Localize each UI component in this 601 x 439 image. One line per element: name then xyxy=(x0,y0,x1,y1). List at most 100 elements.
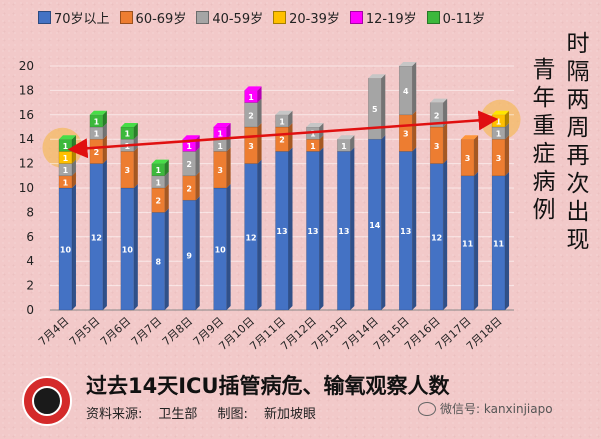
bar-side xyxy=(257,159,262,310)
bar-top xyxy=(430,98,448,103)
bar-value-label: 11 xyxy=(462,239,474,248)
bar-side xyxy=(505,110,510,127)
bar-value-label: 1 xyxy=(217,130,223,139)
bar-side xyxy=(133,147,138,188)
bar-segment xyxy=(89,163,104,311)
bar-side xyxy=(288,147,293,310)
bar-side xyxy=(412,62,417,115)
bar-value-label: 1 xyxy=(94,117,100,126)
legend-label: 0-11岁 xyxy=(442,12,486,27)
bar-side xyxy=(164,171,169,188)
bar-side xyxy=(71,184,76,310)
y-tick-label: 12 xyxy=(19,157,34,171)
maker-label: 制图: xyxy=(217,407,248,422)
y-tick-label: 0 xyxy=(26,303,34,317)
bar-value-label: 1 xyxy=(125,130,131,139)
side-annotation-two-weeks: 时隔两周再次出现 xyxy=(566,31,590,253)
maker-value: 新加坡眼 xyxy=(263,407,316,422)
x-tick-label: 7月5日 xyxy=(67,315,102,349)
bar-side xyxy=(443,159,448,310)
bar-value-label: 13 xyxy=(338,227,349,236)
legend-item: 70岁以上 xyxy=(38,8,110,27)
legend-label: 60-69岁 xyxy=(135,12,187,27)
bar-value-label: 4 xyxy=(403,87,409,96)
bar-segment xyxy=(460,175,475,311)
annotation-arrow xyxy=(67,110,499,159)
bar-value-label: 1 xyxy=(496,130,502,139)
bar-value-label: 10 xyxy=(122,246,134,255)
bar-side xyxy=(164,208,169,310)
bar-side xyxy=(257,86,262,103)
bar-side xyxy=(350,147,355,310)
bar-value-label: 13 xyxy=(276,227,287,236)
bar-value-label: 1 xyxy=(186,142,192,151)
bar-value-label: 3 xyxy=(125,166,131,175)
bar-value-label: 1 xyxy=(63,154,69,163)
bar-value-label: 2 xyxy=(434,111,440,120)
legend-swatch xyxy=(349,11,363,24)
bar-value-label: 14 xyxy=(369,221,381,230)
y-tick-label: 16 xyxy=(19,108,34,122)
bar-side xyxy=(412,110,417,152)
y-tick-label: 18 xyxy=(19,83,34,97)
bar-side xyxy=(505,135,510,176)
bar-side xyxy=(474,135,479,176)
legend-label: 20-39岁 xyxy=(289,12,340,27)
bar-value-label: 3 xyxy=(496,154,502,163)
bar-value-label: 3 xyxy=(403,130,409,139)
y-tick-label: 14 xyxy=(19,132,34,146)
bar-value-label: 1 xyxy=(341,142,347,151)
bar-value-label: 11 xyxy=(493,239,505,248)
bar-side xyxy=(195,196,200,310)
y-tick-label: 2 xyxy=(26,279,34,293)
legend-swatch xyxy=(196,11,210,24)
y-tick-label: 4 xyxy=(26,254,34,268)
bar-segment xyxy=(491,175,506,311)
bar-value-label: 2 xyxy=(186,185,192,194)
chart-source-line: 资料来源: 卫生部 制图: 新加坡眼 xyxy=(86,403,332,422)
bar-value-label: 1 xyxy=(496,117,502,126)
wechat-watermark: 微信号: kanxinjiapo xyxy=(418,400,553,417)
bar-value-label: 2 xyxy=(279,136,285,145)
bar-top xyxy=(244,86,262,91)
bar-value-label: 3 xyxy=(434,142,440,151)
y-tick-label: 10 xyxy=(19,181,34,195)
bar-value-label: 13 xyxy=(400,227,411,236)
legend-item: 20-39岁 xyxy=(273,8,340,27)
bar-side xyxy=(102,135,107,164)
bar-value-label: 1 xyxy=(217,142,223,151)
bar-side xyxy=(133,184,138,310)
bar-value-label: 12 xyxy=(91,233,102,242)
bar-top xyxy=(368,74,386,79)
bar-side xyxy=(257,98,262,127)
bar-side xyxy=(195,171,200,201)
bar-side xyxy=(505,123,510,140)
bar-value-label: 1 xyxy=(279,117,285,126)
bar-side xyxy=(288,123,293,152)
brand-logo xyxy=(22,376,72,426)
legend-item: 0-11岁 xyxy=(426,8,486,27)
bar-segment xyxy=(58,163,73,177)
bar-side xyxy=(102,159,107,310)
bar-top xyxy=(151,159,169,164)
bar-value-label: 3 xyxy=(465,154,471,163)
watermark-text: 微信号: kanxinjiapo xyxy=(440,402,553,416)
y-tick-label: 8 xyxy=(26,205,34,219)
bar-value-label: 2 xyxy=(186,160,192,169)
x-tick-label: 7月8日 xyxy=(160,315,195,349)
bar-side xyxy=(474,171,479,310)
bar-side xyxy=(226,184,231,310)
bar-value-label: 1 xyxy=(63,166,69,175)
bar-value-label: 1 xyxy=(310,142,316,151)
y-tick-label: 6 xyxy=(26,230,34,244)
y-tick-label: 20 xyxy=(19,59,34,73)
bar-value-label: 3 xyxy=(248,142,254,151)
legend-label: 70岁以上 xyxy=(54,12,110,27)
chart-footer-title: 过去14天ICU插管病危、输氧观察人数 xyxy=(86,374,450,398)
bar-value-label: 2 xyxy=(248,111,254,120)
bar-value-label: 2 xyxy=(155,197,161,206)
bar-value-label: 12 xyxy=(431,233,442,242)
bar-value-label: 1 xyxy=(155,178,161,187)
bar-side xyxy=(443,123,448,164)
side-annotation-youth-cases: 青年重症病例 xyxy=(532,57,556,223)
